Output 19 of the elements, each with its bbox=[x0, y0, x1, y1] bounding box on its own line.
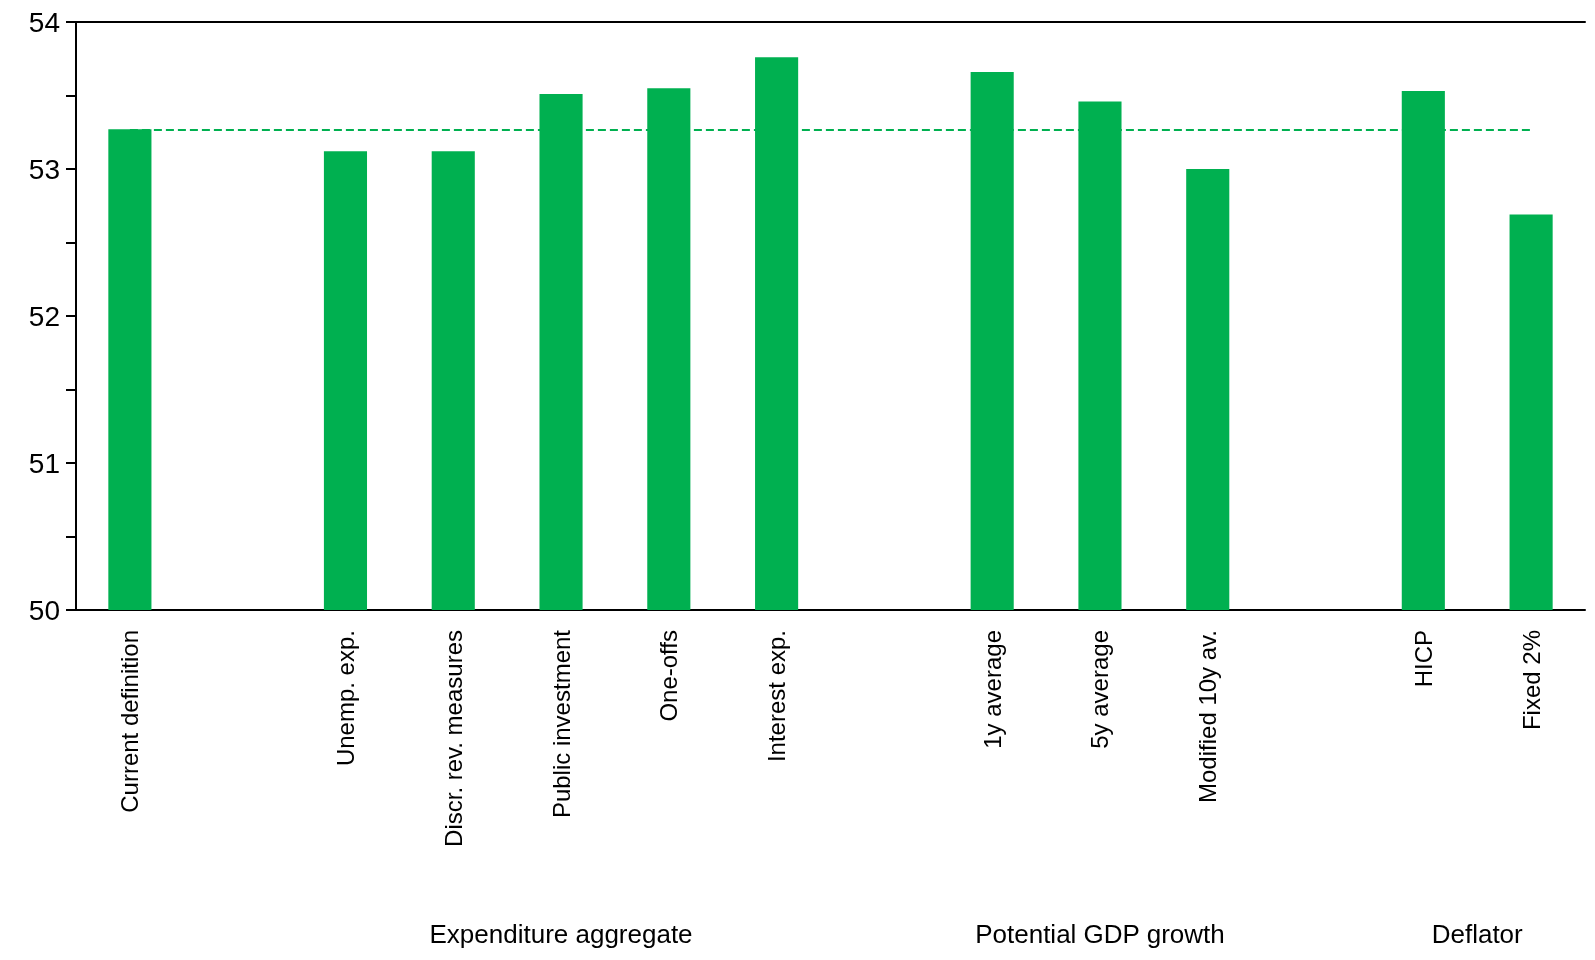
y-tick-label: 53 bbox=[28, 153, 60, 185]
x-tick-label: Modified 10y av. bbox=[1194, 630, 1222, 803]
x-tick-label: Current definition bbox=[116, 630, 144, 813]
x-tick-label: One-offs bbox=[655, 630, 683, 722]
x-tick-label: Unemp. exp. bbox=[331, 630, 359, 767]
y-tick-label: 54 bbox=[28, 6, 60, 38]
x-tick-label: Fixed 2% bbox=[1517, 630, 1545, 731]
text: Potential GDP growth bbox=[975, 919, 1225, 949]
y-tick-label: 52 bbox=[28, 300, 60, 332]
y-tick-label: 51 bbox=[28, 447, 60, 479]
x-tick-label: Interest exp. bbox=[763, 630, 791, 763]
x-tick-label: Discr. rev. measures bbox=[439, 630, 467, 847]
x-tick-label: 1y average bbox=[978, 630, 1006, 749]
text: Expenditure aggregate bbox=[429, 919, 693, 949]
text: Deflator bbox=[1431, 919, 1524, 949]
x-tick-label: HICP bbox=[1409, 630, 1437, 688]
x-tick-label: Public investment bbox=[547, 629, 575, 819]
x-tick-label: 5y average bbox=[1086, 630, 1114, 749]
y-tick-label: 50 bbox=[28, 594, 60, 626]
